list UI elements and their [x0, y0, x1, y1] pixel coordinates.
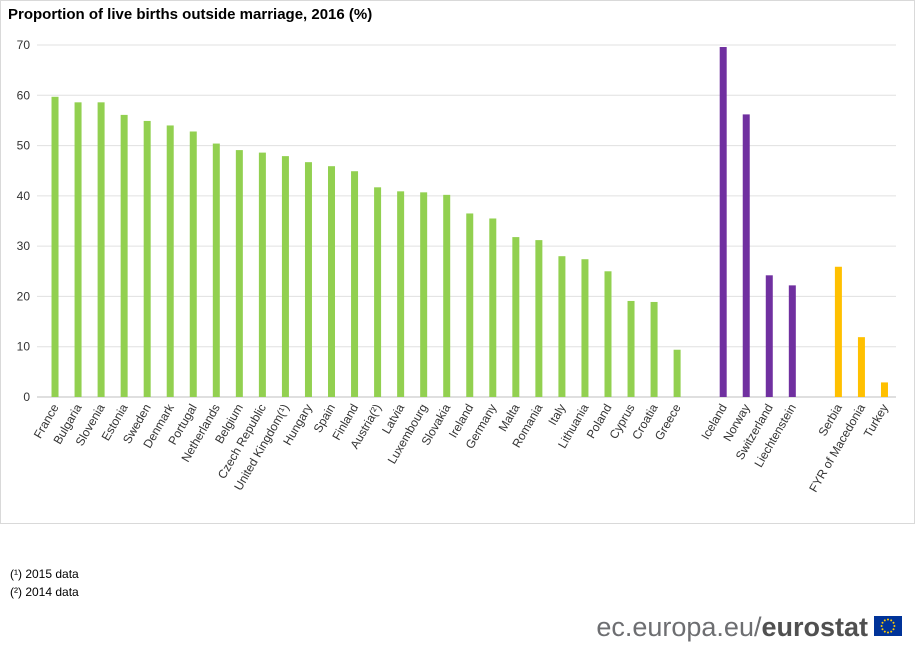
eu-flag: [874, 616, 902, 636]
y-tick-label: 20: [17, 289, 31, 303]
bar: [581, 259, 589, 397]
bar: [374, 187, 382, 397]
chart-frame: [0, 0, 915, 524]
bar: [857, 337, 865, 397]
bar: [258, 152, 266, 397]
bar: [673, 349, 681, 397]
bar: [880, 382, 888, 397]
bar: [558, 256, 566, 397]
y-tick-label: 10: [17, 340, 31, 354]
bar: [466, 213, 474, 397]
y-tick-label: 70: [17, 38, 31, 52]
bar: [765, 275, 773, 397]
footer-brand: eurostat: [761, 612, 868, 642]
bar: [627, 300, 635, 397]
footer-logo: ec.europa.eu/eurostat: [596, 612, 868, 642]
bar: [443, 194, 451, 397]
bar: [512, 237, 520, 397]
bar: [166, 125, 174, 397]
y-tick-label: 30: [17, 239, 31, 253]
bar: [212, 143, 220, 397]
y-tick-label: 40: [17, 189, 31, 203]
bar: [351, 171, 359, 397]
bar: [97, 102, 105, 397]
bar: [74, 102, 82, 397]
footnote: (¹) 2015 data: [10, 567, 79, 581]
bar: [235, 150, 243, 397]
bar: [420, 192, 428, 397]
footer-site: ec.europa.eu/: [596, 612, 762, 642]
bar: [328, 166, 336, 397]
bar: [834, 266, 842, 397]
bar: [650, 301, 658, 397]
bar: [788, 285, 796, 397]
chart-title: Proportion of live births outside marria…: [8, 6, 372, 23]
y-tick-label: 0: [23, 390, 30, 404]
bar: [604, 271, 612, 397]
y-tick-label: 60: [17, 88, 31, 102]
footnote: (²) 2014 data: [10, 585, 79, 599]
bar: [535, 240, 543, 397]
y-tick-label: 50: [17, 139, 31, 153]
bar: [304, 162, 312, 397]
bar: [281, 156, 289, 397]
bar: [489, 218, 497, 397]
bar: [189, 131, 197, 397]
bar: [742, 114, 750, 397]
bar: [719, 47, 727, 398]
bar: [397, 191, 405, 397]
bar: [51, 96, 59, 398]
bar: [143, 120, 151, 397]
bar: [120, 114, 128, 397]
